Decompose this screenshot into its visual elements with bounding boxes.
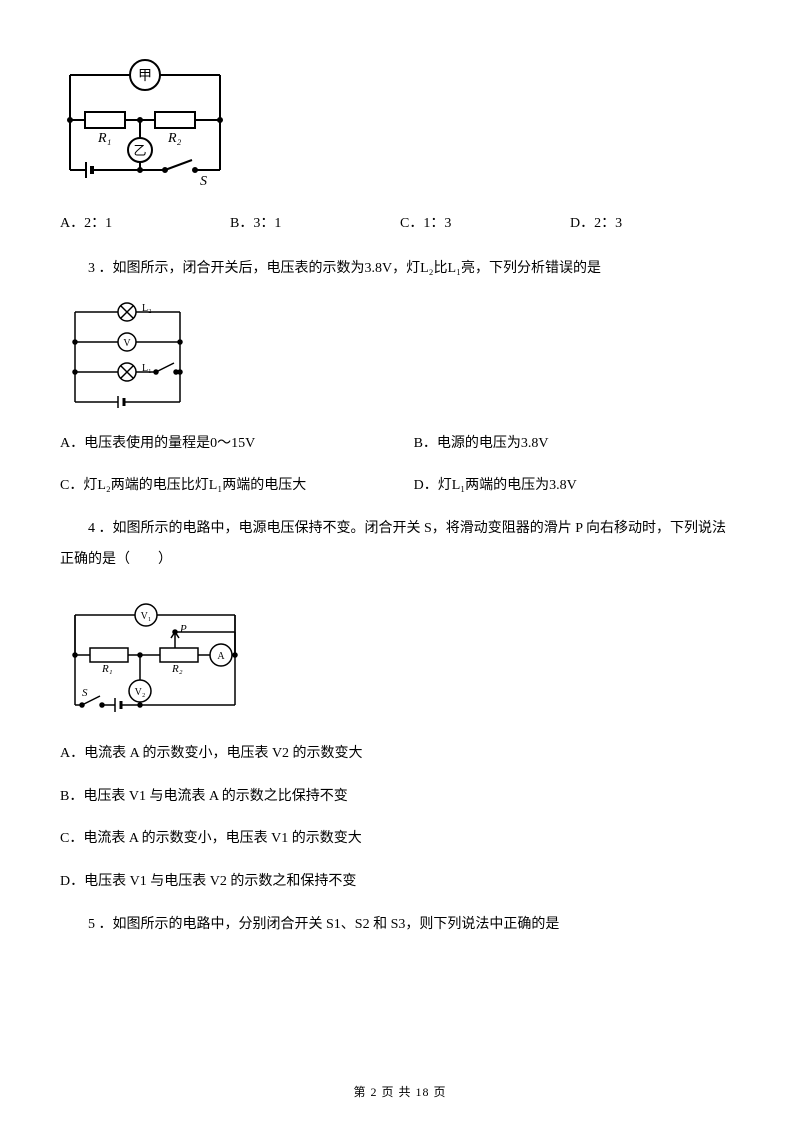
q3-opt-b: B．电源的电压为3.8V	[414, 429, 549, 460]
opt-b: B．3：1	[230, 213, 400, 235]
q3-opt-a: A．电压表使用的量程是0～15V	[60, 429, 414, 460]
svg-text:R₁: R₁	[101, 663, 113, 675]
q4-opt-c: C．电流表 A 的示数变小，电压表 V1 的示数变大	[60, 824, 740, 855]
q4-opt-b: B．电压表 V1 与电流表 A 的示数之比保持不变	[60, 782, 740, 813]
svg-text:V₂: V₂	[135, 687, 146, 698]
q4-opt-a: A．电流表 A 的示数变小，电压表 V2 的示数变大	[60, 739, 740, 770]
q3-text: 3 ．如图所示，闭合开关后，电压表的示数为3.8V，灯L₂比L₁亮，下列分析错误…	[60, 254, 740, 285]
svg-text:甲: 甲	[138, 69, 152, 84]
page: 甲 乙 R₁ R₂ S A．2：1 B．3：1 C．1：3 D．2：3 3 ．如…	[0, 0, 800, 1132]
opt-c: C．1：3	[400, 213, 570, 235]
svg-text:V: V	[123, 338, 131, 349]
opt-d: D．2：3	[570, 213, 740, 235]
circuit-q3: L₂ V L₁	[60, 297, 740, 417]
q3-opt-d: D．灯L₁两端的电压为3.8V	[414, 471, 577, 502]
svg-text:A: A	[217, 651, 225, 662]
circuit-1: 甲 乙 R₁ R₂ S	[60, 50, 740, 203]
q4-text: 4 ．如图所示的电路中，电源电压保持不变。闭合开关 S，将滑动变阻器的滑片 P …	[60, 514, 740, 576]
page-footer: 第 2 页 共 18 页	[0, 1083, 800, 1102]
svg-text:乙: 乙	[133, 143, 146, 158]
q3-opts-cd: C．灯L₂两端的电压比灯L₁两端的电压大 D．灯L₁两端的电压为3.8V	[60, 471, 740, 502]
svg-text:P: P	[179, 623, 187, 635]
svg-text:S: S	[82, 687, 88, 699]
q3-opt-c: C．灯L₂两端的电压比灯L₁两端的电压大	[60, 471, 414, 502]
svg-text:L₁: L₁	[142, 363, 152, 374]
svg-text:S: S	[200, 174, 207, 189]
q5-text: 5 ．如图所示的电路中，分别闭合开关 S1、S2 和 S3，则下列说法中正确的是	[60, 910, 740, 941]
q3-opts-ab: A．电压表使用的量程是0～15V B．电源的电压为3.8V	[60, 429, 740, 460]
q2-options: A．2：1 B．3：1 C．1：3 D．2：3	[60, 213, 740, 235]
circuit-q4: V₁ V₂ A R₁ R₂ P S	[60, 590, 740, 725]
svg-text:R₁: R₁	[97, 131, 111, 146]
q4-opt-d: D．电压表 V1 与电压表 V2 的示数之和保持不变	[60, 867, 740, 898]
svg-text:R₂: R₂	[167, 131, 182, 146]
opt-a: A．2：1	[60, 213, 230, 235]
svg-text:V₁: V₁	[141, 611, 152, 622]
svg-text:R₂: R₂	[171, 663, 183, 675]
svg-text:L₂: L₂	[142, 303, 152, 314]
